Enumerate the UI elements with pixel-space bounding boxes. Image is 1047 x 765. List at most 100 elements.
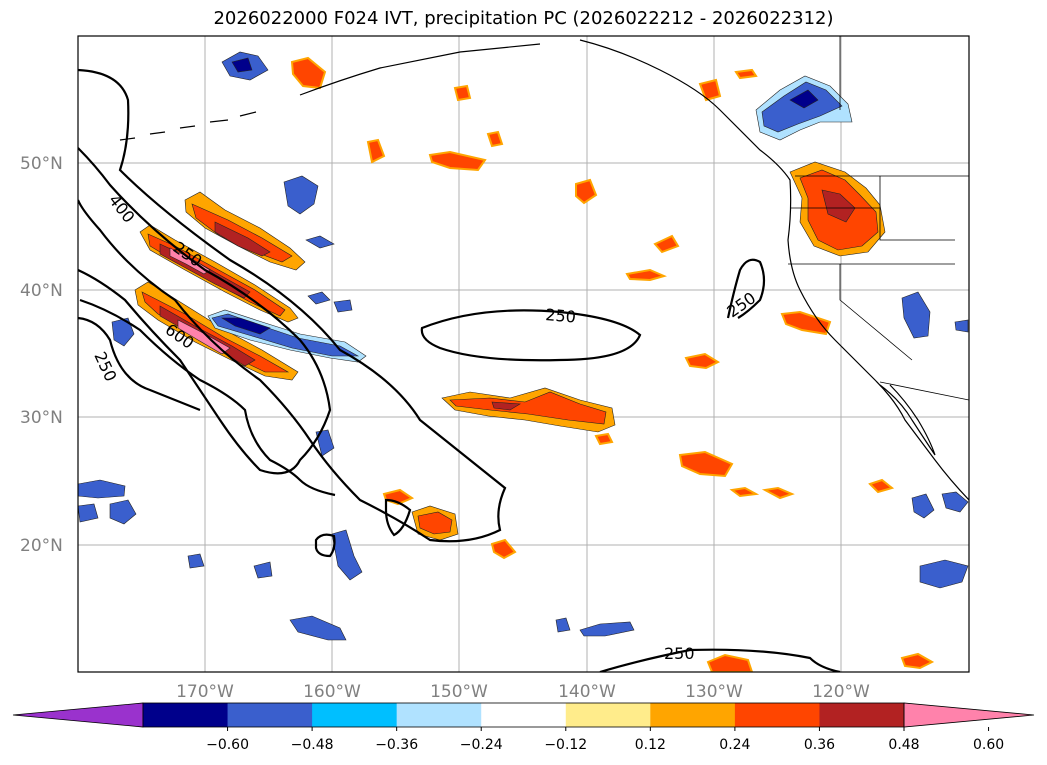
ivt-contour-250-east [726,258,766,319]
neg-patch-small-7 [954,319,969,333]
neg-patch-alaska-max [231,57,253,73]
precip-patch-small-1 [366,138,386,164]
colorbar-segment [734,703,820,727]
neg-patch-small-5 [187,553,205,569]
neg-patch-gulf [283,175,319,215]
border-us-mexico [879,381,969,401]
precip-patch-pacific-northwest-max [821,189,856,223]
lon-label-120w: 120°W [812,682,870,702]
ivt-contour-inner [78,316,201,412]
latitude-labels: 50°N 40°N 30°N 20°N [20,154,63,556]
colorbar-tick-label: 0.48 [888,737,919,753]
colorbar-segment [650,703,736,727]
neg-patch-southwest-2 [109,499,137,525]
border-california-nevada [839,264,913,361]
colorbar-tick-label: −0.24 [460,737,503,753]
neg-patch-southeast-2 [911,493,935,519]
precip-patch-mid-pacific-2 [575,178,598,205]
colorbar-extend-high [903,702,1035,728]
neg-patch-southeast-3 [941,491,969,513]
neg-patch-south-1 [289,615,347,641]
neg-patch-small-6 [555,617,571,633]
lon-label-130w: 130°W [685,682,743,702]
ivt-contour-small-loop [314,533,336,558]
contour-label-250-center: 250 [545,305,577,327]
colorbar-segment [227,703,313,727]
contour-label-250-south: 250 [664,644,695,663]
precip-patch-small-5 [594,432,614,446]
neg-patch-british-columbia-max [789,89,819,109]
lat-label-50n: 50°N [20,154,63,174]
precip-patch-small-4 [729,486,760,498]
ivt-contour-250-south [599,648,841,672]
political-borders [788,36,969,401]
lon-label-150w: 150°W [430,682,488,702]
neg-patch-hawaii [331,529,363,581]
ivt-contour-outer [78,68,507,543]
precip-patch-mid-pacific-5 [684,352,721,370]
precip-patch-mid-pacific-4 [625,268,667,282]
colorbar-segment [396,703,482,727]
colorbar-tick-label: −0.48 [291,737,334,753]
longitude-labels: 170°W 160°W 150°W 140°W 130°W 120°W [176,682,870,702]
precip-patch-small-2 [453,84,472,102]
map-background [78,36,969,672]
precip-patch-hawaii-east-core [417,511,453,535]
colorbar-segment [312,703,398,727]
ivt-contour-250-center [420,309,642,362]
precip-patch-gulf-band-core [191,203,293,263]
precip-patch-mid-pacific-10 [900,652,935,670]
coastline-baja [879,384,936,456]
neg-patch-west-edge [111,317,135,347]
colorbar-frame [142,702,905,728]
colorbar-segment [143,703,229,727]
precip-patch-mid-pacific-1 [428,150,487,172]
precip-patch-east-tropics [678,450,734,478]
coastline-alaska-peninsula [299,43,541,96]
neg-patch-south-2 [579,621,635,637]
colorbar-segment [481,703,567,727]
precip-patch-subtropical-band-max [491,401,521,411]
neg-patch-aleutian-band-max [220,317,271,335]
precip-patch-small-3 [486,130,504,148]
neg-patch-southwest-1 [78,479,126,499]
colorbar-segment [819,703,905,727]
neg-patch-small-1 [305,235,335,249]
colorbar-tick-label: −0.36 [375,737,418,753]
precip-patch-subtropical-band-core [449,391,607,425]
lon-label-140w: 140°W [558,682,616,702]
colorbar-tick-label: 0.12 [635,737,666,753]
colorbar-segment [565,703,651,727]
precip-patch-aleutian-band-lower-core [141,291,290,373]
colorbar-tick-label: 0.36 [804,737,835,753]
precip-patch-small-7 [698,78,722,102]
graticule [78,36,969,672]
lon-label-160w: 160°W [303,682,361,702]
coastlines [119,39,969,501]
positive-precip-patches [134,56,935,672]
precip-patch-mid-pacific-7 [490,538,517,560]
precip-patch-mid-pacific-8 [761,486,795,500]
neg-patch-small-2 [307,291,331,305]
precip-patch-small-6 [734,68,758,80]
map-title: 2026022000 F024 IVT, precipitation PC (2… [213,8,834,29]
colorbar-extend-low [12,702,144,728]
lat-label-40n: 40°N [20,281,63,301]
border-idaho [879,176,955,241]
ivt-contour-hawaii-loop [384,498,412,537]
precip-patch-mid-pacific-3 [653,234,680,254]
lon-label-170w: 170°W [176,682,234,702]
colorbar-tick-label: 0.60 [973,737,1004,753]
ivt-contour-400 [78,147,332,475]
neg-patch-small-4 [253,561,273,579]
ivt-contours [78,68,841,672]
ivt-contour-600 [79,298,336,497]
neg-patch-small-3 [333,299,353,313]
precip-patch-mid-pacific-9 [868,478,895,494]
colorbar-tick-label: −0.12 [544,737,587,753]
lat-label-20n: 20°N [20,536,63,556]
colorbar-tick-label: −0.60 [206,737,249,753]
precip-patch-bottom-right [706,653,754,672]
precip-patch-socal [780,310,832,336]
